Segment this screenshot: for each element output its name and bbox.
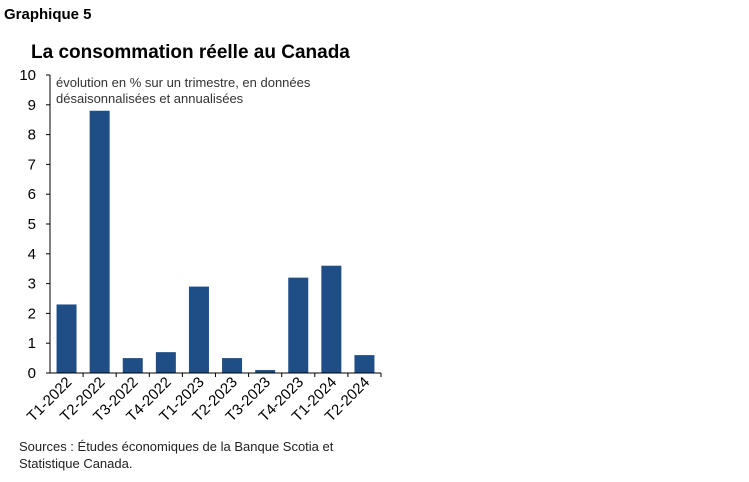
y-tick-label: 8: [28, 127, 36, 144]
bar-T4-2022: [155, 352, 176, 373]
bar-T2-2024: [354, 355, 375, 373]
y-tick-label: 10: [19, 67, 36, 84]
y-tick-label: 4: [28, 246, 36, 263]
y-tick-label: 5: [28, 216, 36, 233]
bar-T2-2022: [89, 110, 110, 373]
y-axis-note-line-2: désaisonnalisées et annualisées: [56, 91, 244, 106]
chart-title: La consommation réelle au Canada: [31, 42, 350, 63]
bar-T3-2022: [122, 358, 143, 373]
y-tick-label: 9: [28, 97, 36, 114]
bar-T4-2023: [288, 277, 309, 373]
y-tick-label: 1: [28, 335, 36, 352]
y-tick-label: 0: [28, 365, 36, 382]
y-tick-label: 6: [28, 186, 36, 203]
bar-T1-2023: [188, 286, 209, 373]
source-line-1: Sources : Études économiques de la Banqu…: [19, 439, 334, 454]
bars: [56, 110, 375, 373]
source-line-2: Statistique Canada.: [19, 456, 133, 471]
y-tick-label: 7: [28, 156, 36, 173]
x-axis-labels: T1-2022T2-2022T3-2022T4-2022T1-2023T2-20…: [24, 373, 382, 425]
y-tick-label: 3: [28, 276, 36, 293]
bar-T2-2023: [222, 358, 243, 373]
y-axis-ticks: 0 1 2 3 4 5 6 7 8 9 10: [19, 67, 50, 382]
bar-T1-2022: [56, 304, 77, 373]
y-tick-label: 2: [28, 305, 36, 322]
graph-label: Graphique 5: [4, 6, 92, 23]
bar-T3-2023: [255, 370, 276, 373]
source-note: Sources : Études économiques de la Banqu…: [19, 438, 333, 472]
y-axis-note-line-1: évolution en % sur un trimestre, en donn…: [56, 75, 311, 90]
bar-T1-2024: [321, 265, 342, 373]
